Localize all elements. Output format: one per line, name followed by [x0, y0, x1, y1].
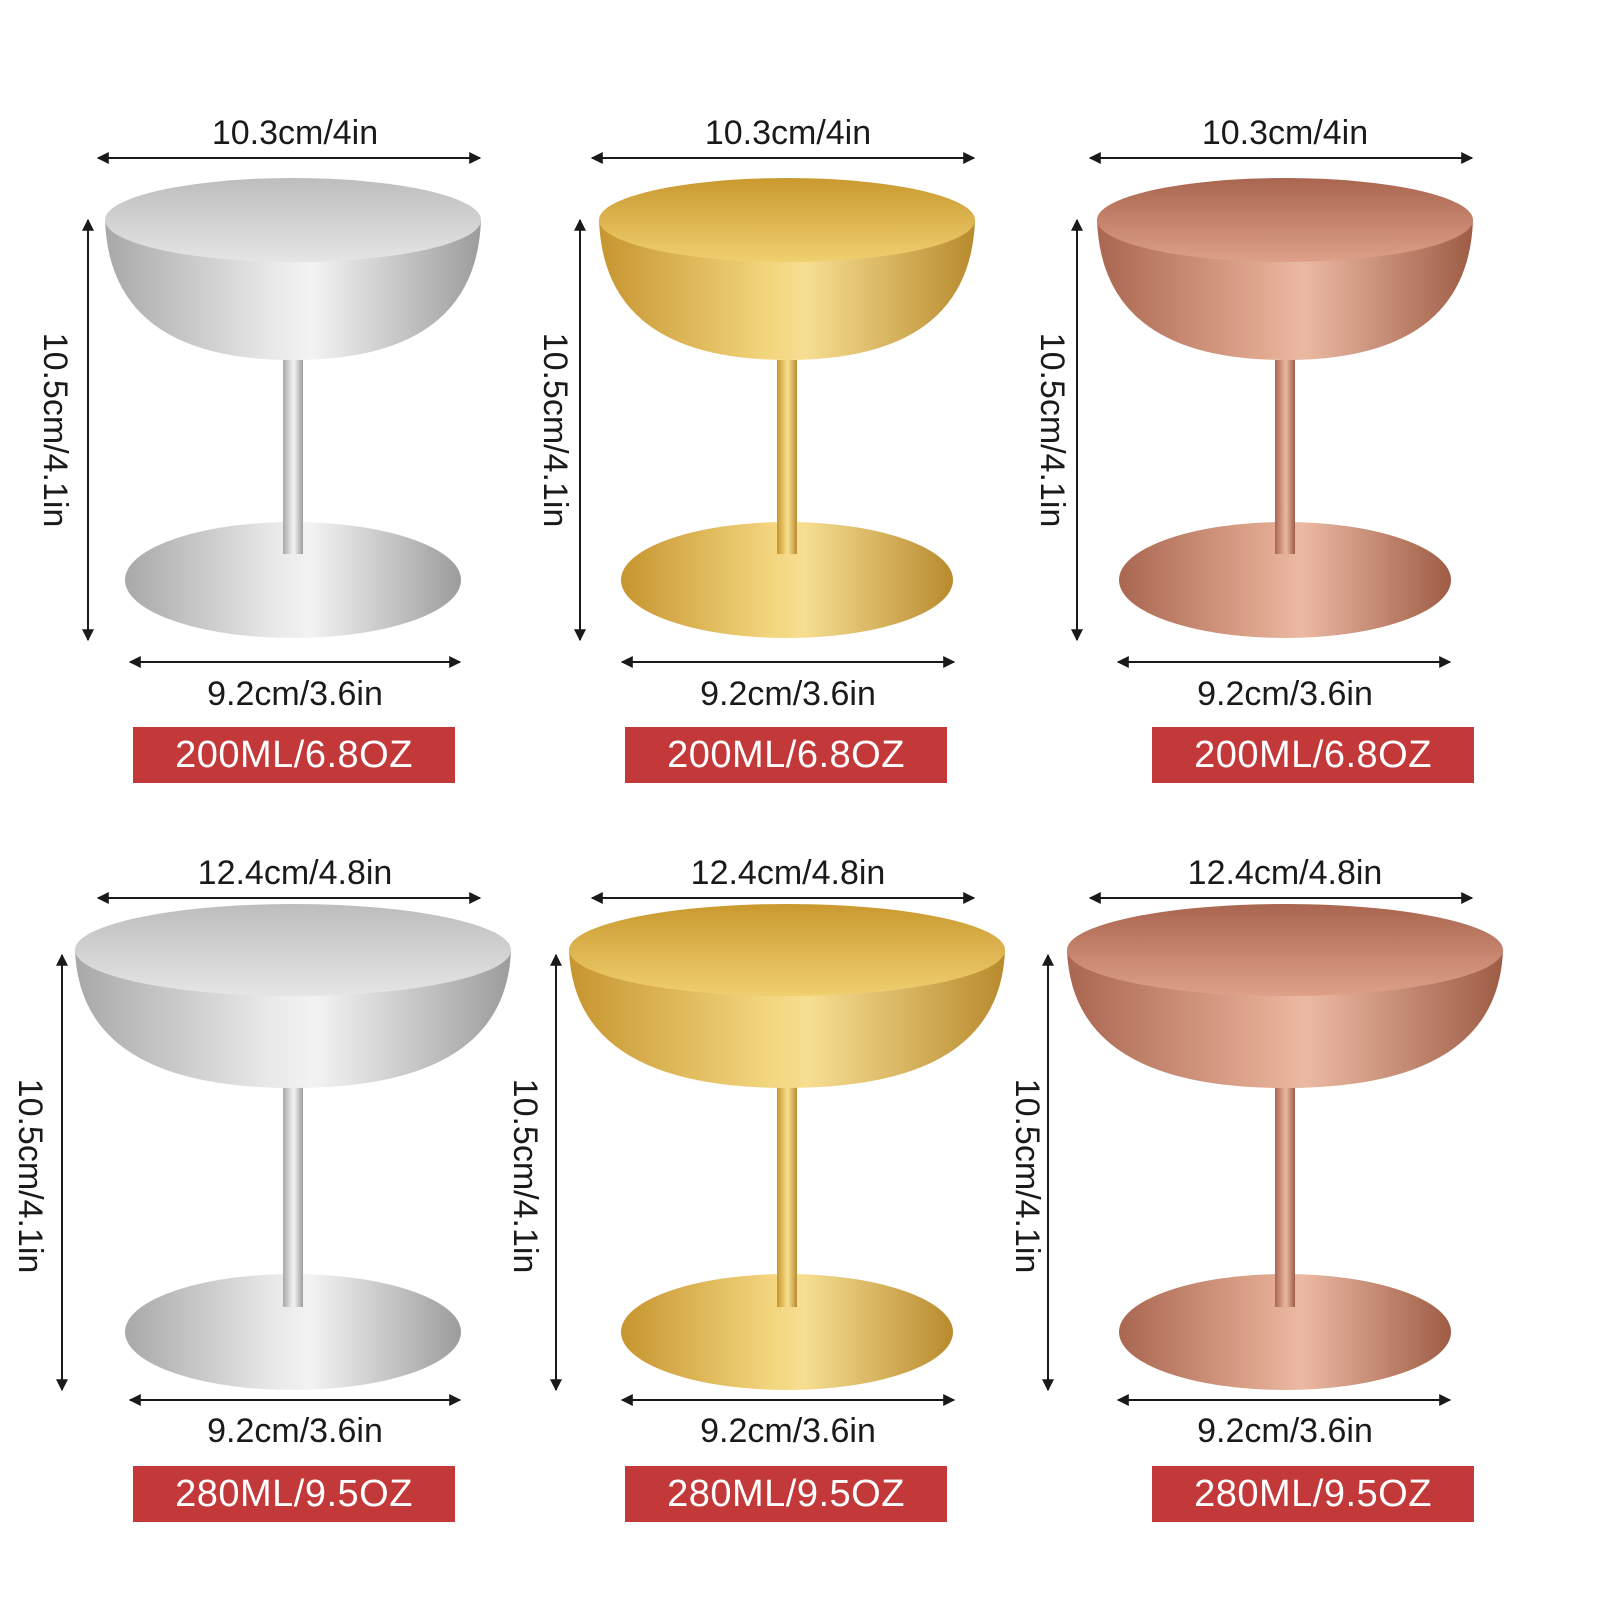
cup-illustration — [56, 892, 511, 1406]
top-width-label: 12.4cm/4.8in — [197, 854, 393, 892]
top-width-label: 12.4cm/4.8in — [1187, 854, 1383, 892]
cup-illustration — [1042, 892, 1503, 1406]
capacity-badge: 200ML/6.8OZ — [133, 727, 455, 783]
height-label: 10.5cm/4.1in — [11, 1078, 49, 1274]
cup-illustration — [574, 152, 976, 668]
base-width-label: 9.2cm/3.6in — [1197, 1412, 1373, 1450]
capacity-badge: 200ML/6.8OZ — [1152, 727, 1474, 783]
top-width-label: 10.3cm/4in — [704, 114, 872, 152]
base-width-label: 9.2cm/3.6in — [207, 675, 383, 713]
height-label: 10.5cm/4.1in — [506, 1078, 544, 1274]
base-width-label: 9.2cm/3.6in — [1197, 675, 1373, 713]
product-gold-200: 10.3cm/4in 10.5cm/4.1in 9.2cm/3.6in 200M… — [536, 110, 1050, 810]
product-copper-280: 12.4cm/4.8in 10.5cm/4.1in 9.2cm/3.6in 28… — [1008, 855, 1560, 1570]
product-silver-280: 12.4cm/4.8in 10.5cm/4.1in 9.2cm/3.6in 28… — [11, 855, 540, 1570]
top-width-label: 10.3cm/4in — [211, 114, 379, 152]
base-width-label: 9.2cm/3.6in — [700, 1412, 876, 1450]
capacity-badge: 280ML/9.5OZ — [133, 1466, 455, 1522]
product-gold-280: 12.4cm/4.8in 10.5cm/4.1in 9.2cm/3.6in 28… — [506, 855, 1050, 1570]
product-copper-200: 10.3cm/4in 10.5cm/4.1in 9.2cm/3.6in 200M… — [1033, 110, 1560, 810]
top-width-label: 10.3cm/4in — [1201, 114, 1369, 152]
cup-illustration — [1071, 152, 1474, 668]
top-width-label: 12.4cm/4.8in — [690, 854, 886, 892]
capacity-badge: 200ML/6.8OZ — [625, 727, 947, 783]
height-label: 10.5cm/4.1in — [1008, 1078, 1046, 1274]
base-width-label: 9.2cm/3.6in — [207, 1412, 383, 1450]
product-silver-200: 10.3cm/4in 10.5cm/4.1in 9.2cm/3.6in 200M… — [36, 110, 540, 810]
base-width-label: 9.2cm/3.6in — [700, 675, 876, 713]
height-label: 10.5cm/4.1in — [536, 332, 574, 528]
cup-illustration — [550, 892, 1005, 1406]
capacity-badge: 280ML/9.5OZ — [625, 1466, 947, 1522]
height-label: 10.5cm/4.1in — [1033, 332, 1071, 528]
height-label: 10.5cm/4.1in — [36, 332, 74, 528]
capacity-badge: 280ML/9.5OZ — [1152, 1466, 1474, 1522]
cup-illustration — [82, 152, 482, 668]
